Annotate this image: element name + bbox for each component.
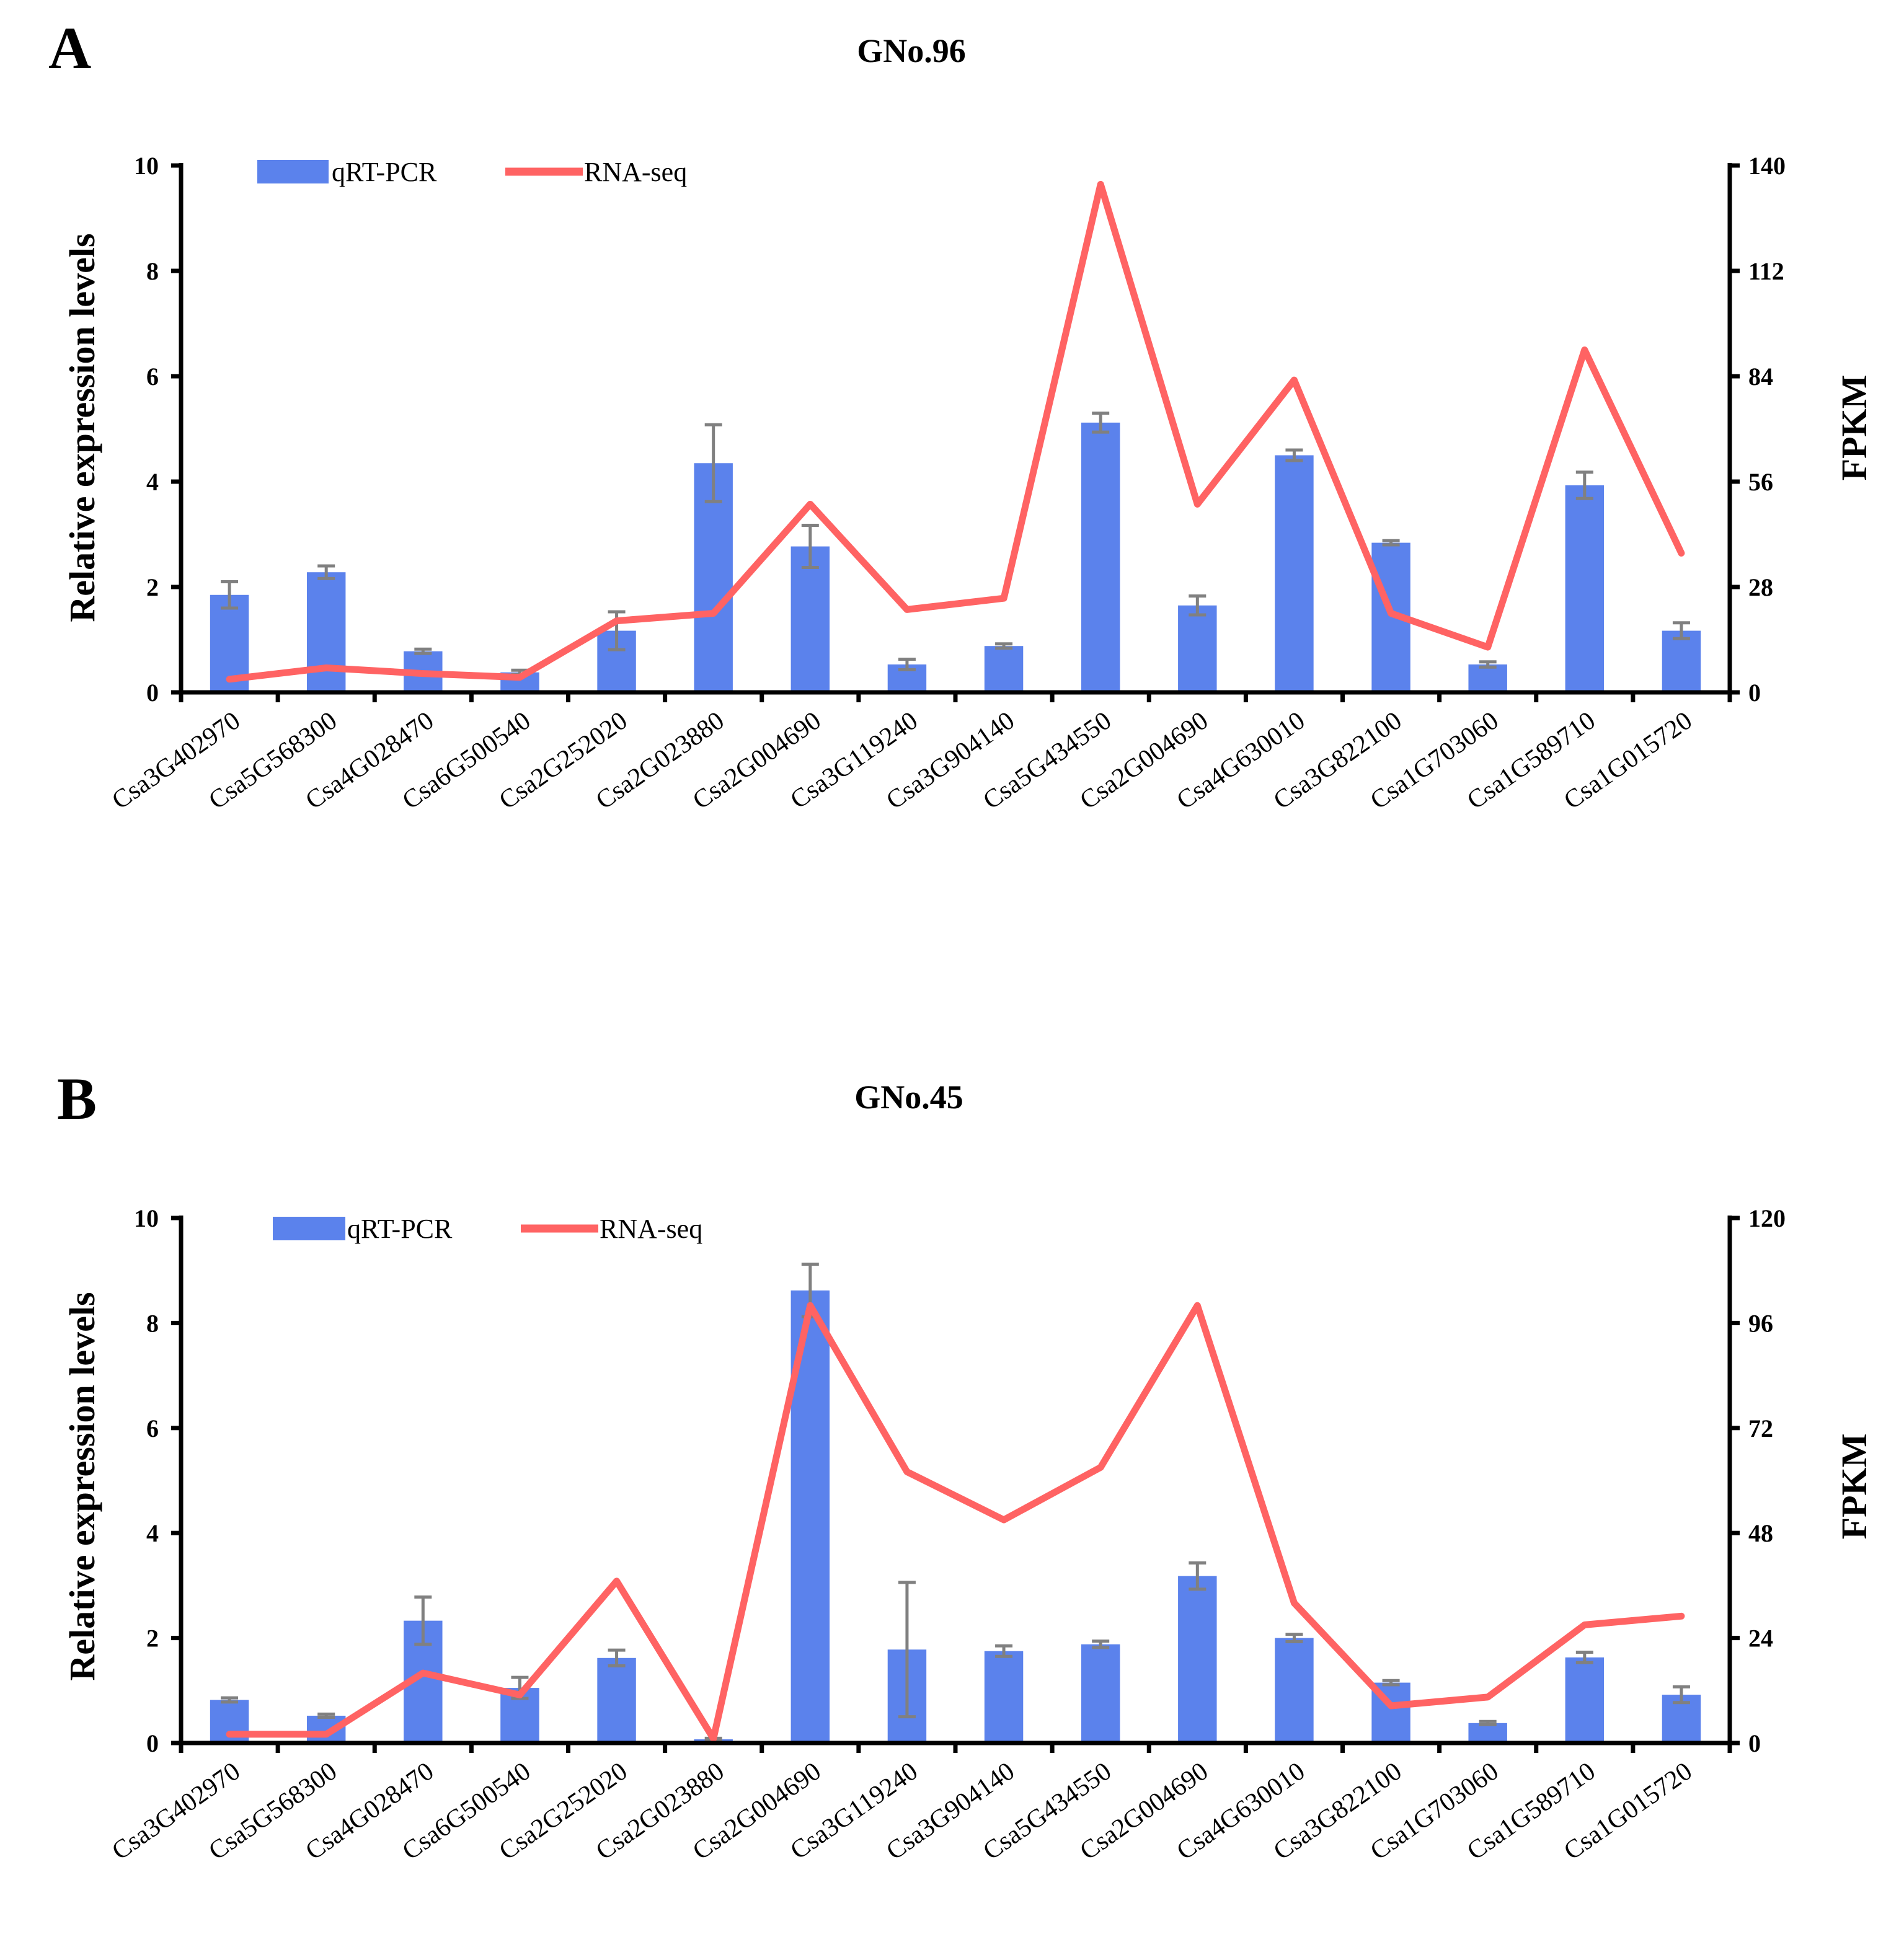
bar — [1565, 485, 1605, 692]
error-bar — [1479, 660, 1497, 669]
axes — [171, 1216, 1740, 1753]
chart-title: GNo.96 — [857, 32, 966, 69]
y-tick-label: 0 — [146, 679, 159, 707]
error-bar — [221, 580, 239, 610]
bar — [1565, 1657, 1605, 1743]
panel-letter-a: A — [48, 15, 91, 81]
y2-tick-label: 24 — [1748, 1625, 1773, 1653]
y2-tick-label: 56 — [1748, 468, 1773, 496]
x-tick-labels: Csa3G402970 Csa5G568300 Csa4G028470 Csa6… — [107, 1757, 1698, 1866]
error-bar — [1285, 448, 1303, 462]
y2-tick-label: 28 — [1748, 573, 1773, 601]
legend-bar-swatch — [273, 1217, 345, 1240]
error-bar — [898, 657, 916, 671]
error-bar — [1189, 594, 1207, 617]
y-tick-label: 6 — [146, 363, 159, 391]
panel-letter-b: B — [57, 1066, 97, 1132]
error-bar — [704, 423, 722, 503]
error-bar — [317, 1712, 335, 1719]
y-tick-label: 2 — [146, 1625, 159, 1653]
y-tick-label: 8 — [146, 1309, 159, 1337]
error-bar — [1382, 539, 1400, 547]
error-bar — [414, 647, 432, 655]
error-bar — [898, 1581, 916, 1719]
error-bar — [1285, 1633, 1303, 1644]
error-bar — [1189, 1561, 1207, 1591]
bar — [1081, 422, 1120, 692]
y-axis-label: Relative expression levels — [62, 233, 102, 622]
error-bar — [414, 1595, 432, 1646]
chart-marks — [171, 1216, 1740, 1753]
y2-tick-label: 112 — [1748, 257, 1784, 285]
chart-title: GNo.45 — [854, 1079, 963, 1116]
error-bar — [608, 1648, 626, 1667]
y-tick-label: 2 — [146, 573, 159, 601]
x-tick-labels: Csa3G402970 Csa5G568300 Csa4G028470 Csa6… — [107, 707, 1698, 816]
y-tick-label: 6 — [146, 1414, 159, 1442]
error-bar — [1672, 621, 1690, 640]
bar — [1178, 605, 1217, 692]
y2-ticks: 0 28 56 84 112 140 — [1748, 152, 1786, 707]
y2-tick-label: 120 — [1748, 1204, 1786, 1232]
y2-tick-label: 96 — [1748, 1309, 1773, 1337]
y2-tick-label: 72 — [1748, 1414, 1773, 1442]
y-ticks: 0 2 4 6 8 10 — [134, 152, 159, 707]
y2-ticks: 0 24 48 72 96 120 — [1748, 1204, 1786, 1757]
bar — [984, 646, 1024, 692]
panel-b: B GNo.45 Relative expression levels FPKM… — [57, 1066, 1874, 1866]
y2-tick-label: 140 — [1748, 152, 1786, 180]
error-bar — [801, 524, 819, 570]
error-bar — [317, 564, 335, 580]
bar — [1468, 1723, 1507, 1743]
bar — [1178, 1576, 1217, 1743]
y-tick-label: 0 — [146, 1729, 159, 1757]
y-tick-label: 10 — [134, 1204, 159, 1232]
y-axis-label: Relative expression levels — [62, 1292, 102, 1680]
y2-tick-label: 0 — [1748, 679, 1761, 707]
rna-seq-line — [226, 1302, 1685, 1742]
y2-tick-label: 84 — [1748, 363, 1773, 391]
legend-line-label: RNA-seq — [584, 157, 687, 187]
bar — [1275, 455, 1314, 692]
bar — [1275, 1638, 1314, 1743]
bar — [984, 1651, 1024, 1743]
y2-axis-label: FPKM — [1834, 1434, 1874, 1540]
error-bar — [1479, 1719, 1497, 1726]
error-bar — [995, 1644, 1013, 1658]
y-tick-label: 4 — [146, 1519, 159, 1547]
chart-marks — [171, 163, 1740, 702]
y2-axis-label: FPKM — [1834, 375, 1874, 481]
error-bar — [1672, 1685, 1690, 1705]
y2-tick-label: 0 — [1748, 1729, 1761, 1757]
error-bar — [1575, 1650, 1593, 1664]
error-bar — [1092, 412, 1110, 434]
error-bar — [995, 642, 1013, 650]
y-tick-label: 10 — [134, 152, 159, 180]
legend-bar-label: qRT-PCR — [332, 157, 437, 187]
bar — [1662, 630, 1701, 692]
error-bar — [1575, 470, 1593, 500]
bar — [597, 1657, 636, 1743]
bar — [790, 546, 830, 692]
y-tick-label: 8 — [146, 257, 159, 285]
bar — [306, 572, 346, 692]
bar — [1468, 664, 1507, 692]
rna-seq-line — [226, 180, 1685, 683]
bar — [1081, 1644, 1120, 1743]
legend-bar-label: qRT-PCR — [347, 1214, 453, 1244]
legend-bar-swatch — [257, 160, 329, 183]
legend-line-label: RNA-seq — [600, 1214, 702, 1244]
axes — [171, 163, 1740, 702]
y2-tick-label: 48 — [1748, 1519, 1773, 1547]
y-ticks: 0 2 4 6 8 10 — [134, 1204, 159, 1757]
error-bar — [1092, 1639, 1110, 1649]
error-bar — [221, 1696, 239, 1704]
error-bar — [1382, 1679, 1400, 1687]
y-tick-label: 4 — [146, 468, 159, 496]
panel-a: A GNo.96 Relative expression levels FPKM… — [48, 15, 1874, 815]
